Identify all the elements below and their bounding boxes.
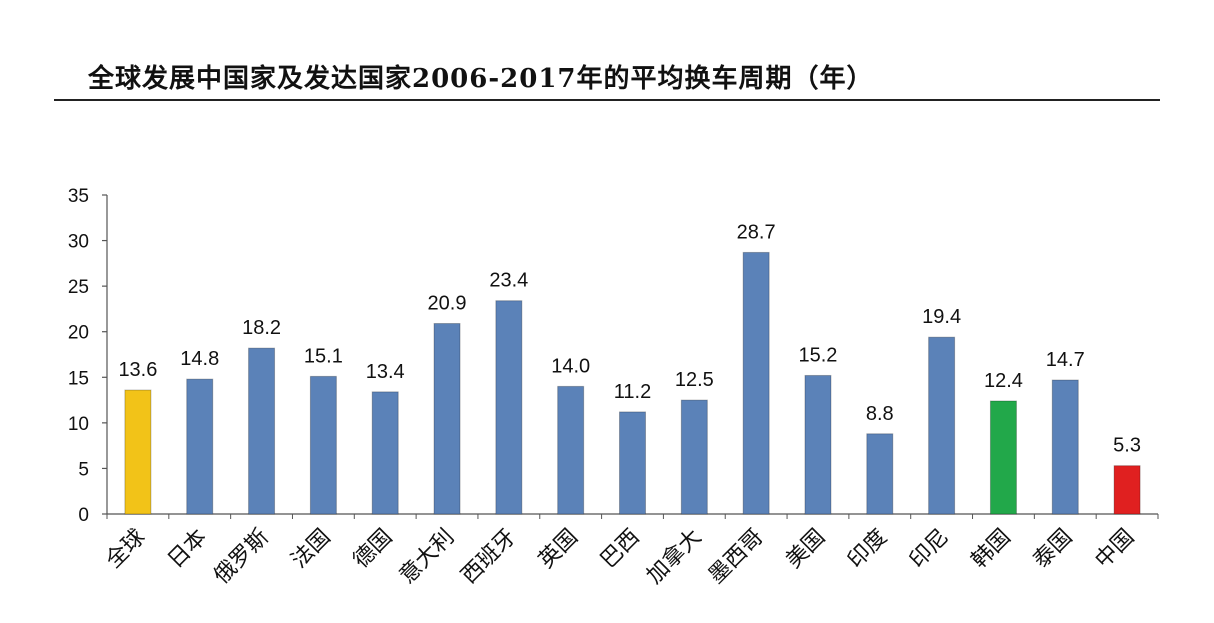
x-category-label: 墨西哥	[704, 525, 768, 589]
x-category-label: 英国	[534, 525, 583, 574]
bar-value-label: 15.2	[799, 344, 838, 366]
bar-value-label: 12.5	[675, 369, 714, 391]
y-tick-label: 15	[68, 368, 89, 389]
bar	[680, 399, 708, 515]
y-tick-label: 10	[68, 414, 89, 435]
x-category-label: 西班牙	[457, 525, 521, 589]
bar	[186, 378, 214, 515]
bar-value-label: 13.4	[366, 361, 405, 383]
y-tick-label: 5	[78, 459, 89, 480]
bar-value-label: 13.6	[118, 359, 157, 381]
x-category-label: 印度	[843, 525, 892, 574]
bar-value-label: 23.4	[489, 270, 528, 292]
bar-value-label: 19.4	[922, 306, 961, 328]
bar	[1051, 379, 1079, 515]
chart-value-labels: 13.6 14.8 18.2 15.1 13.4 20.9 23.4 14.0 11.2 12.5…	[118, 221, 1141, 456]
bar	[619, 411, 646, 515]
x-category-label: 日本	[163, 525, 212, 574]
y-tick-label: 0	[78, 505, 89, 526]
x-category-label: 法国	[287, 525, 336, 574]
bar	[433, 323, 461, 515]
x-category-label: 意大利	[395, 525, 459, 589]
bar	[1113, 465, 1141, 515]
bar	[866, 433, 894, 515]
bar-value-label: 11.2	[614, 381, 651, 403]
bar-value-label: 28.7	[737, 221, 776, 243]
chart-title: 全球发展中国家及发达国家2006-2017年的平均换车周期（年）	[88, 64, 874, 94]
y-tick-label: 25	[68, 277, 89, 298]
bar-value-label: 18.2	[242, 317, 281, 339]
bar	[928, 336, 956, 515]
y-tick-label: 20	[68, 323, 89, 344]
bar-value-label: 5.3	[1113, 435, 1141, 457]
bar	[989, 400, 1017, 515]
x-category-label: 全球	[101, 525, 150, 574]
bar-value-label: 14.8	[180, 348, 219, 370]
chart-axes: 0 5 10 15 20 25 30 35	[68, 186, 1159, 526]
bar-value-label: 14.0	[551, 355, 590, 377]
bar	[804, 374, 832, 515]
x-category-label: 印尼	[905, 525, 954, 574]
bar	[557, 385, 585, 515]
bar	[309, 375, 337, 515]
bar-value-label: 8.8	[866, 403, 894, 425]
x-category-label: 巴西	[596, 525, 645, 574]
x-category-label: 中国	[1091, 525, 1140, 574]
bar-value-label: 12.4	[984, 370, 1023, 392]
y-tick-label: 35	[68, 186, 89, 207]
bar	[248, 347, 276, 515]
x-category-label: 韩国	[967, 525, 1016, 574]
title-divider	[54, 99, 1160, 101]
y-tick-label: 30	[68, 232, 89, 253]
x-category-label: 泰国	[1029, 525, 1078, 574]
bar	[742, 251, 770, 515]
bar	[371, 391, 399, 515]
chart-bars	[124, 251, 1141, 515]
x-category-label: 德国	[349, 525, 398, 574]
bar	[124, 389, 152, 515]
bar-value-label: 15.1	[304, 345, 343, 367]
bar-value-label: 14.7	[1046, 349, 1085, 371]
x-category-label: 俄罗斯	[209, 525, 273, 589]
x-category-label: 美国	[781, 525, 830, 574]
bar-value-label: 20.9	[428, 293, 467, 315]
x-category-label: 加拿大	[642, 524, 707, 589]
bar	[495, 300, 523, 515]
